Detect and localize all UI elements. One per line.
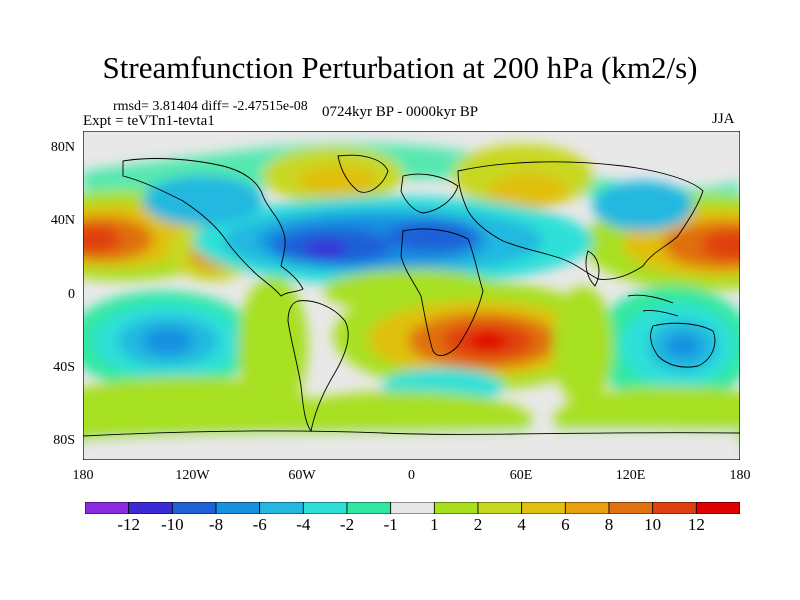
colorbar-swatch <box>521 502 566 514</box>
colorbar-label: 2 <box>473 515 483 534</box>
colorbar-label: -1 <box>383 515 398 534</box>
coastlines <box>83 154 740 437</box>
colorbar-swatch <box>215 502 261 514</box>
colorbar <box>85 502 740 514</box>
season-label: JJA <box>712 111 735 127</box>
period-label: 0724kyr BP - 0000kyr BP <box>322 104 479 120</box>
colorbar-label: -4 <box>296 515 311 534</box>
colorbar-label: -8 <box>208 515 224 534</box>
colorbar-label: 4 <box>517 515 526 534</box>
colorbar-label: 10 <box>644 515 662 534</box>
map-panel <box>83 131 740 460</box>
lon-tick-label: 120E <box>615 468 646 483</box>
colorbar-swatch <box>695 502 740 514</box>
lon-tick-label: 120W <box>175 468 210 483</box>
colorbar-swatch <box>259 502 304 514</box>
lon-tick-label: 180 <box>729 468 751 483</box>
colorbar-swatch <box>390 502 435 514</box>
colorbar-label: -10 <box>160 515 184 534</box>
lat-tick-label: 40S <box>53 359 75 375</box>
colorbar-swatch <box>564 502 610 514</box>
colorbar-swatch <box>171 502 217 514</box>
colorbar-label: 12 <box>687 515 705 534</box>
colorbar-swatch <box>128 502 173 514</box>
colorbar-swatch <box>652 502 697 514</box>
lat-tick-label: 40N <box>50 213 75 229</box>
colorbar-label: -6 <box>252 515 267 534</box>
colorbar-label: -2 <box>339 515 355 534</box>
colorbar-swatch <box>608 502 654 514</box>
lon-tick-label: 0 <box>408 468 415 483</box>
colorbar-swatch <box>477 502 523 514</box>
experiment-label: Expt = teVTn1-tevta1 <box>83 113 215 129</box>
stats-text: rmsd= 3.81404 diff= -2.47515e-08 <box>113 99 308 114</box>
lat-tick-label: 80N <box>50 140 75 156</box>
colorbar-label: 8 <box>604 515 614 534</box>
lon-tick-label: 60W <box>288 468 316 483</box>
lon-tick-label: 180 <box>72 468 94 483</box>
colorbar-swatch <box>85 502 130 514</box>
colorbar-swatch <box>302 502 348 514</box>
lon-tick-label: 60E <box>509 468 533 483</box>
contour-fill <box>83 143 740 460</box>
colorbar-label: 6 <box>561 515 570 534</box>
colorbar-swatch <box>346 502 392 514</box>
streamfunction-map <box>83 131 740 460</box>
colorbar-label: -12 <box>117 515 140 534</box>
map-title: Streamfunction Perturbation at 200 hPa (… <box>102 50 698 85</box>
colorbar-label: 1 <box>430 515 439 534</box>
colorbar-swatch <box>433 502 479 514</box>
lat-tick-label: 80S <box>53 432 75 448</box>
lat-tick-label: 0 <box>68 286 75 302</box>
